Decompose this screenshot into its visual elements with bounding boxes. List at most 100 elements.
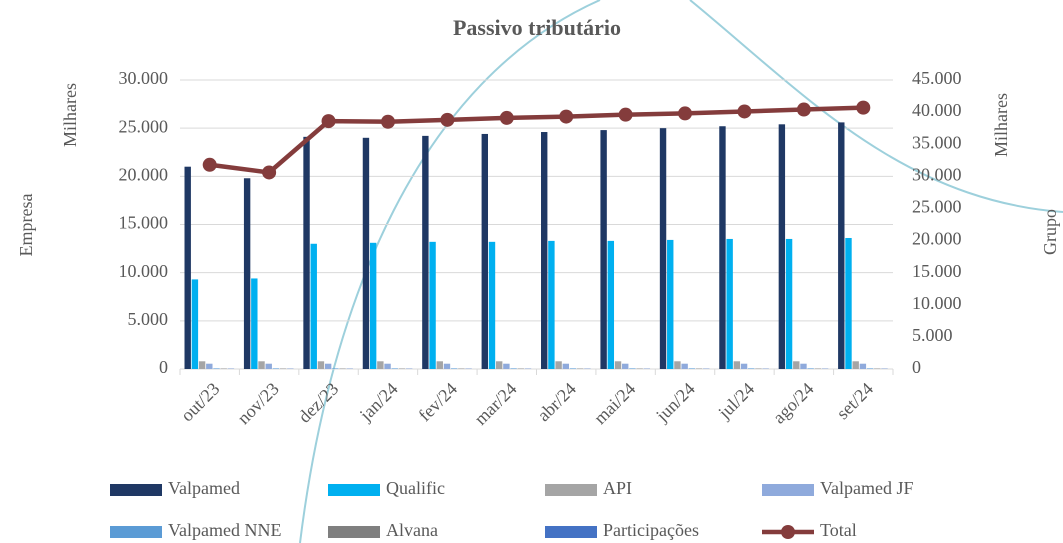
legend-label: Valpamed (168, 478, 240, 498)
line-marker (796, 102, 811, 117)
y2-tick-label: 10.000 (912, 293, 962, 313)
x-tick-label: mai/24 (590, 379, 639, 428)
bar (332, 368, 339, 369)
y-tick-label: 20.000 (119, 164, 169, 184)
bar (422, 135, 429, 369)
x-tick-label: jun/24 (651, 379, 698, 426)
y2-tick-label: 35.000 (912, 132, 962, 152)
bar (391, 368, 398, 369)
legend-swatch (781, 525, 795, 539)
bar (265, 363, 272, 369)
legend-label: Valpamed JF (820, 478, 914, 498)
bar (859, 363, 867, 369)
y-tick-label: 25.000 (119, 116, 169, 136)
y2-tick-label: 5.000 (912, 325, 953, 345)
bar (838, 122, 845, 370)
line-marker (856, 100, 871, 115)
legend-label: Participações (603, 520, 699, 540)
bar (622, 363, 629, 369)
bar (845, 237, 852, 369)
bar (377, 361, 384, 369)
bar (614, 361, 622, 369)
bar (607, 240, 615, 369)
bar (740, 363, 748, 369)
bar (674, 361, 681, 369)
bar (503, 363, 510, 369)
bar (450, 368, 458, 369)
legend-swatch (762, 484, 814, 496)
bar (800, 363, 807, 369)
line (209, 105, 864, 175)
x-tick-label: mar/24 (470, 379, 520, 429)
bar (569, 368, 577, 369)
legend-swatch (328, 484, 380, 496)
y2-tick-label: 20.000 (912, 229, 962, 249)
x-tick-label: out/23 (177, 379, 224, 426)
legend-label: API (603, 478, 632, 498)
bar (681, 363, 688, 369)
y2-tick-label: 15.000 (912, 261, 962, 281)
bar (510, 368, 517, 369)
y2-tick-label: 0 (912, 357, 921, 377)
bar (748, 368, 755, 369)
bar (600, 130, 607, 369)
line-marker (737, 104, 752, 119)
bar (807, 368, 814, 369)
bar (719, 126, 726, 370)
y-tick-label: 15.000 (119, 213, 169, 233)
bar (436, 361, 443, 369)
bar (866, 368, 874, 369)
decorative-curve (299, 0, 1063, 543)
bar (213, 368, 220, 369)
bar (258, 361, 265, 369)
line-marker (202, 157, 217, 172)
bar (852, 361, 859, 369)
bar (272, 368, 280, 369)
line-marker (499, 110, 514, 125)
bar (443, 363, 451, 369)
line-marker (678, 106, 693, 121)
bar (481, 133, 488, 369)
bar (548, 240, 555, 369)
bar (369, 242, 377, 369)
bar (733, 361, 741, 369)
bar (384, 363, 391, 369)
bar (243, 178, 251, 369)
line-marker (618, 107, 633, 122)
x-tick-label: fev/24 (414, 379, 461, 426)
bar (562, 363, 570, 369)
y2-tick-label: 25.000 (912, 197, 962, 217)
y2-tick-label: 30.000 (912, 164, 962, 184)
bar (184, 166, 191, 369)
line-marker (559, 109, 574, 124)
y-tick-label: 10.000 (119, 261, 169, 281)
legend-label: Valpamed NNE (168, 520, 281, 540)
y-axis-unit: Milhares (60, 83, 80, 147)
legend-swatch (110, 484, 162, 496)
bar (324, 363, 332, 369)
line-marker (262, 165, 277, 180)
y-tick-label: 0 (159, 357, 168, 377)
legend-swatch (545, 484, 597, 496)
x-tick-label: nov/23 (233, 379, 283, 429)
bar (191, 279, 199, 369)
y-axis-label: Empresa (16, 194, 36, 257)
bar (555, 361, 562, 369)
bar (303, 136, 310, 369)
y2-tick-label: 45.000 (912, 68, 962, 88)
legend-label: Alvana (386, 520, 438, 540)
bar (659, 128, 667, 369)
legend-label: Qualific (386, 478, 445, 498)
y-tick-label: 30.000 (119, 68, 169, 88)
legend-label: Total (820, 520, 857, 540)
bar (785, 238, 793, 369)
chart-title: Passivo tributário (453, 15, 621, 40)
bar (667, 239, 674, 369)
bar (206, 363, 213, 369)
legend-swatch (328, 526, 380, 538)
x-tick-label: dez/23 (294, 379, 342, 427)
line-marker (380, 114, 395, 129)
y-tick-label: 5.000 (128, 309, 169, 329)
bar (688, 368, 696, 369)
